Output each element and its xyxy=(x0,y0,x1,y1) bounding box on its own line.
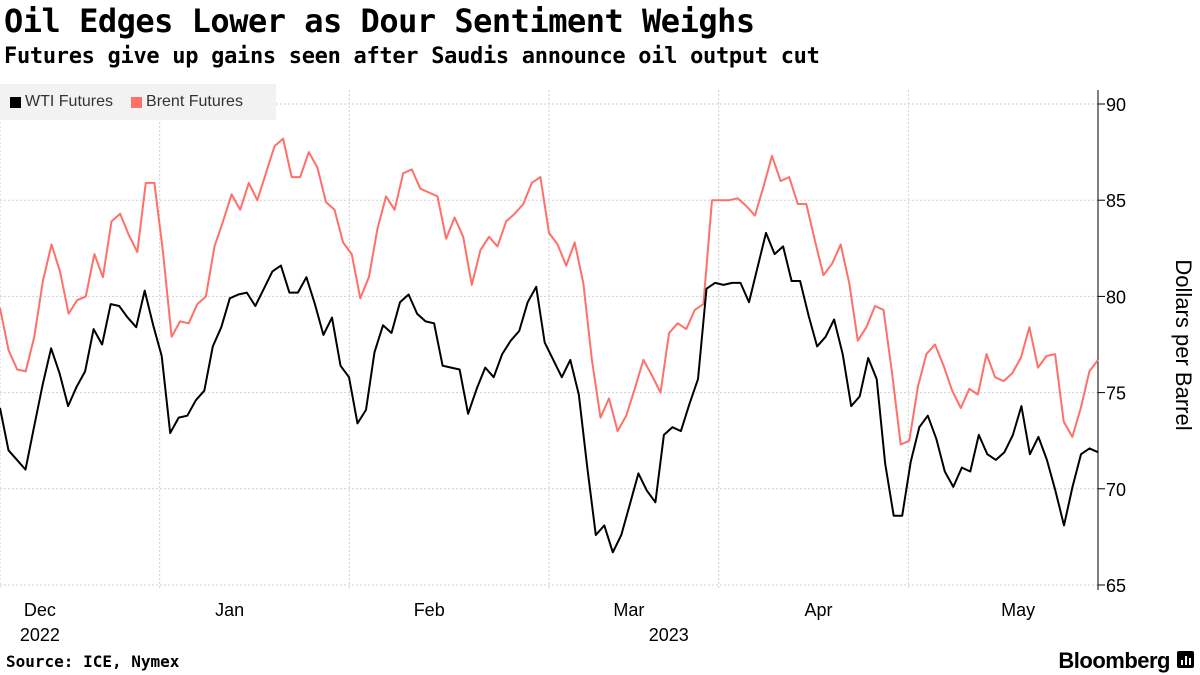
x-tick-label: Feb xyxy=(414,600,445,620)
grid xyxy=(0,90,1099,590)
chart-area: 65 70 75 80 85 90 Dec Jan Feb Mar Apr May 2022 2023 Do… xyxy=(0,90,1196,645)
x-tick-label: Dec xyxy=(24,600,56,620)
legend-label-brent: Brent Futures xyxy=(146,93,243,110)
chart-title: Oil Edges Lower as Dour Sentiment Weighs xyxy=(4,2,755,40)
x-tick-label: Mar xyxy=(613,600,644,620)
legend-item-brent: Brent Futures xyxy=(131,93,243,111)
x-tick-label: Apr xyxy=(805,600,833,620)
legend-swatch-brent xyxy=(131,96,143,108)
bloomberg-logo-icon xyxy=(1177,651,1194,668)
x-year-label: 2023 xyxy=(649,625,689,645)
series-line-wti xyxy=(0,231,1099,554)
y-tick-label: 75 xyxy=(1106,384,1126,404)
series-group xyxy=(0,137,1099,554)
legend-swatch-wti xyxy=(10,96,21,108)
axis: 65 70 75 80 85 90 Dec Jan Feb Mar Apr May 2022 2023 Do… xyxy=(20,90,1196,645)
y-tick-label: 70 xyxy=(1106,480,1126,500)
y-axis-title: Dollars per Barrel xyxy=(1171,259,1196,430)
y-tick-label: 80 xyxy=(1106,287,1126,307)
legend: WTI Futures Brent Futures xyxy=(0,84,276,120)
x-tick-label: May xyxy=(1001,600,1035,620)
y-tick-label: 90 xyxy=(1106,95,1126,115)
x-tick-label: Jan xyxy=(215,600,244,620)
legend-item-wti: WTI Futures xyxy=(10,93,113,111)
y-tick-label: 65 xyxy=(1106,576,1126,596)
source-note: Source: ICE, Nymex xyxy=(6,652,180,671)
brand-logo-text: Bloomberg xyxy=(1058,648,1170,673)
series-line-brent xyxy=(0,137,1099,446)
chart-subtitle: Futures give up gains seen after Saudis … xyxy=(4,44,820,69)
x-year-label: 2022 xyxy=(20,625,60,645)
legend-label-wti: WTI Futures xyxy=(25,93,114,110)
y-tick-label: 85 xyxy=(1106,191,1126,211)
